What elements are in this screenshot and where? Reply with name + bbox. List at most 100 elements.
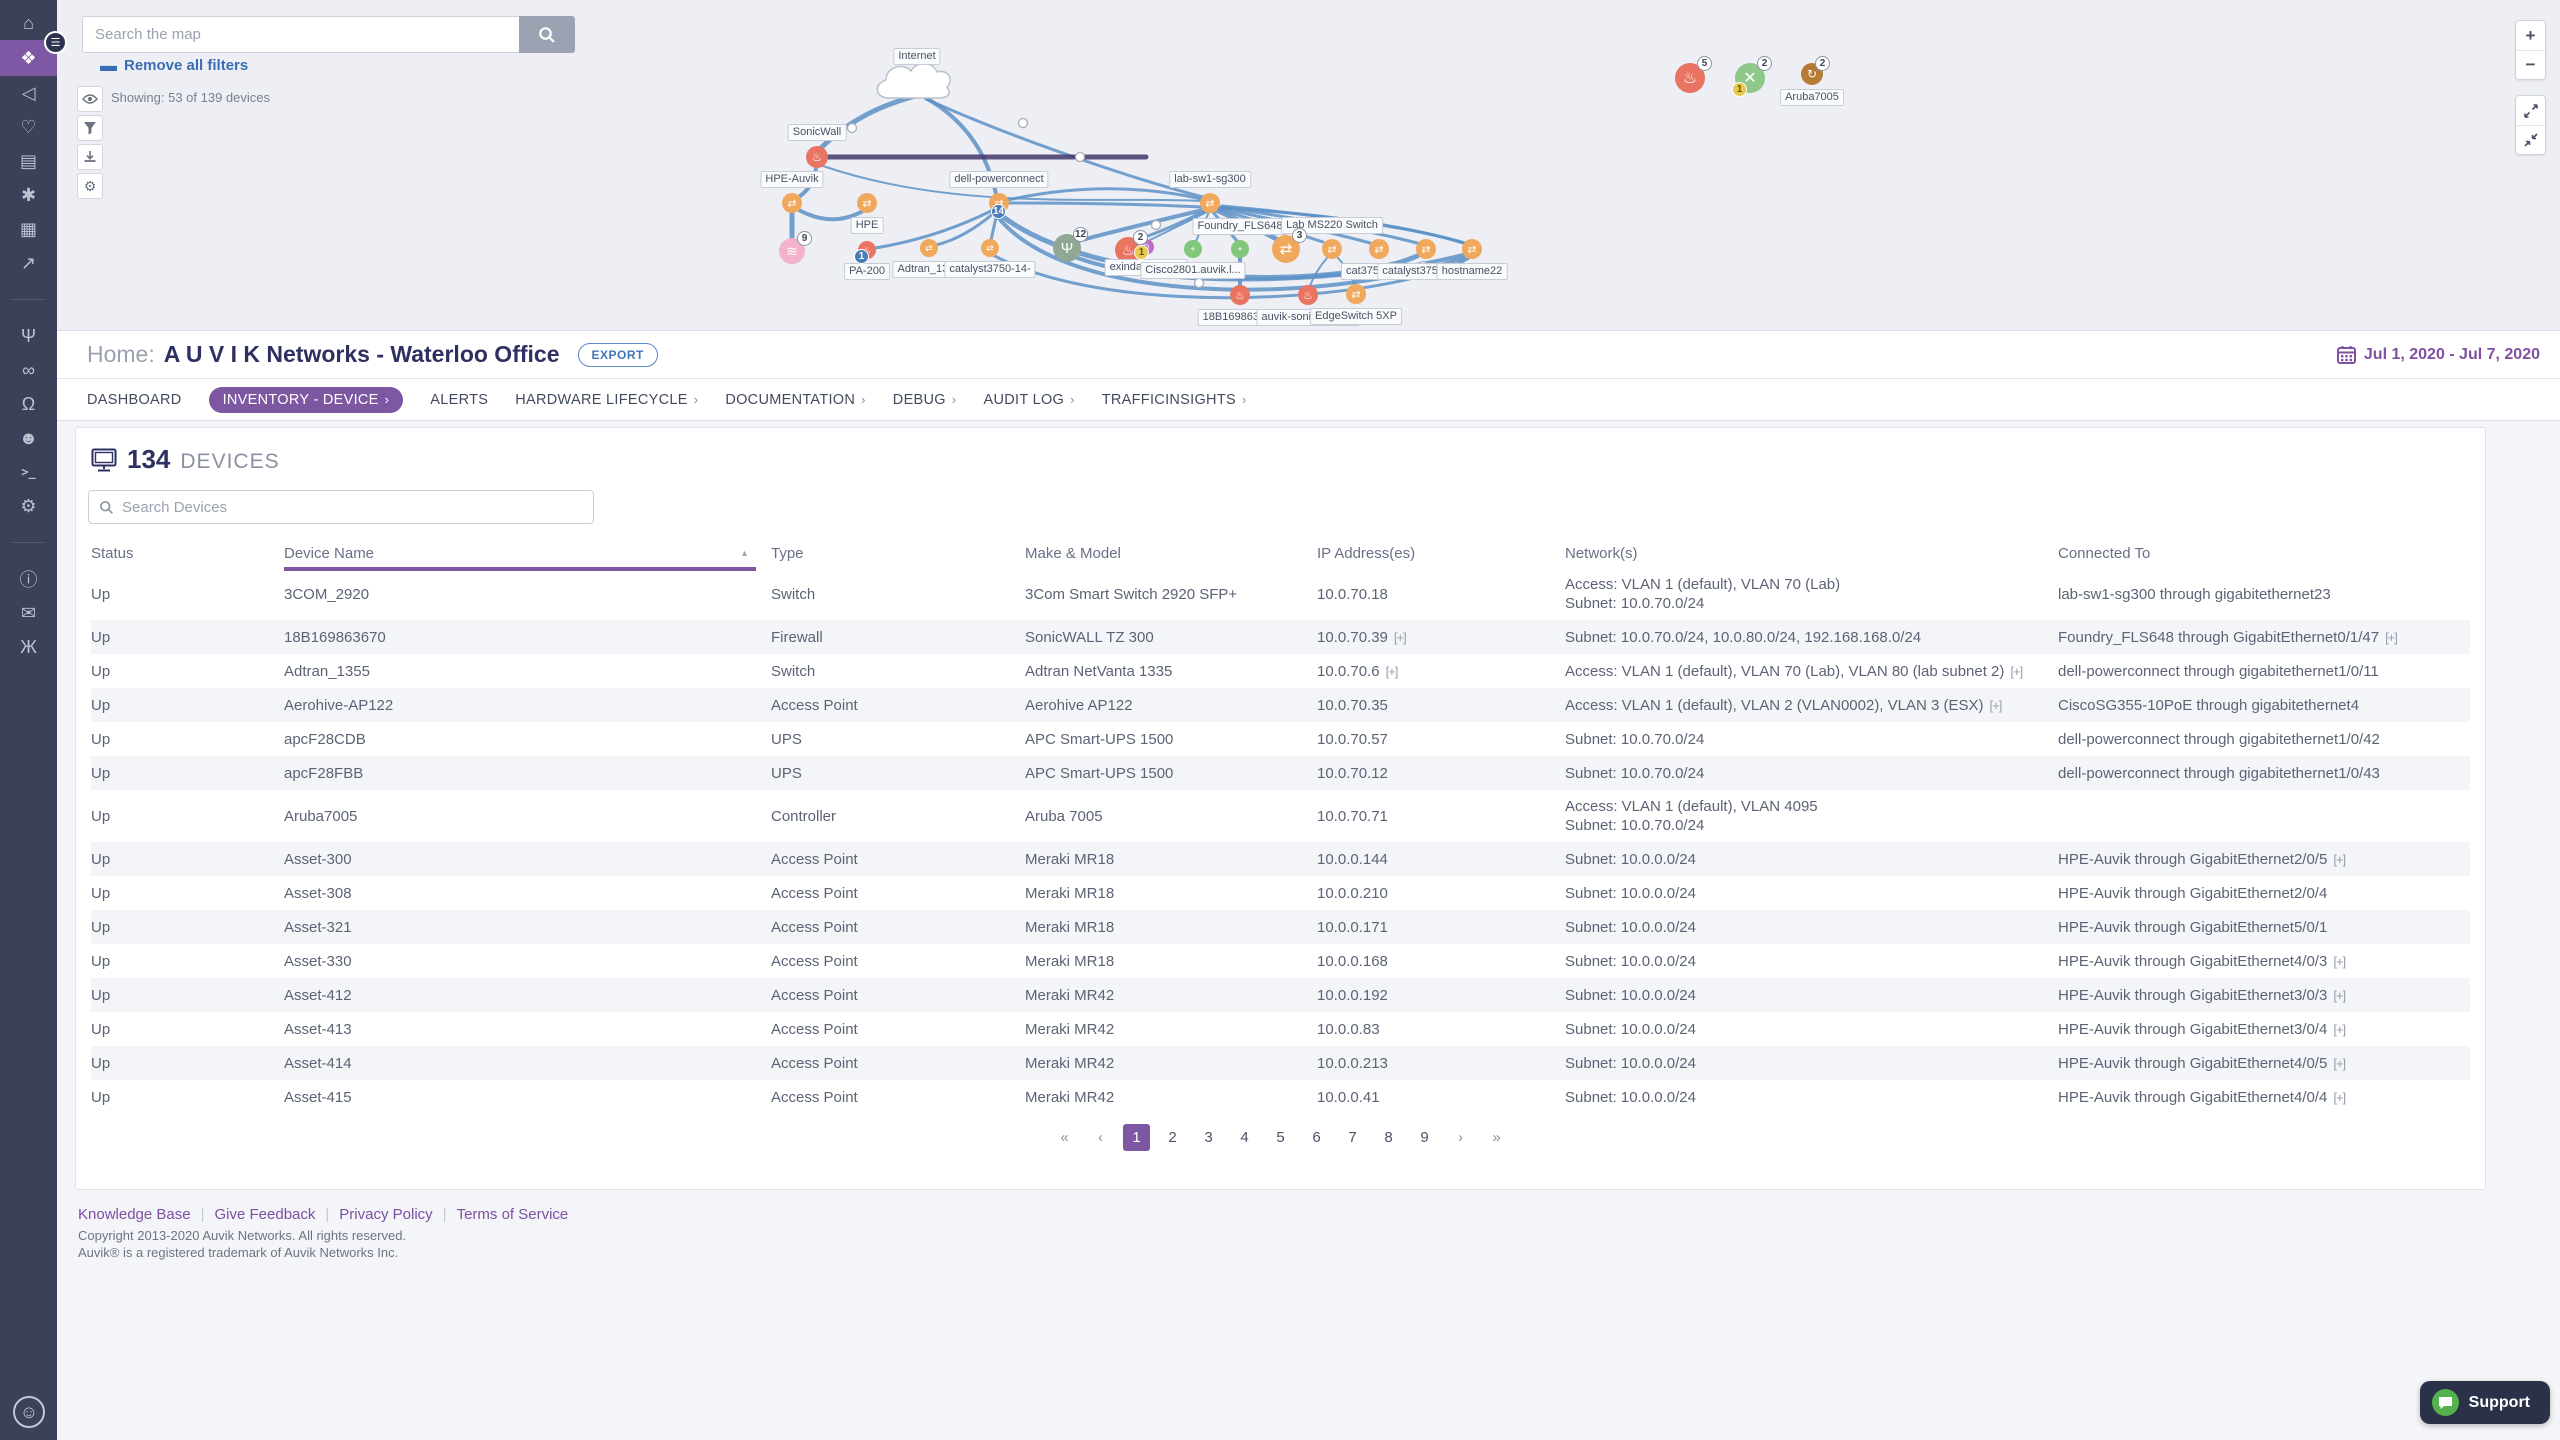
pagination-page-6[interactable]: 6 [1312,1129,1321,1146]
pagination-next[interactable]: › [1458,1129,1463,1146]
sidebar-item-integrations[interactable]: Ψ [0,319,57,353]
map-node-catalyst3750-13-3[interactable]: ⇄ [1416,239,1436,259]
expand-plus-icon[interactable]: [+] [1989,697,2003,713]
map-download-button[interactable] [77,144,103,170]
map-node-lab-sw1-sg300[interactable]: ⇄ [1200,193,1220,213]
map-visibility-eye-button[interactable] [77,86,103,112]
footer-link-give-feedback[interactable]: Give Feedback [214,1206,316,1223]
map-node-lab-ms220-switch[interactable]: ⇄ [1322,239,1342,259]
map-node-cisco2801[interactable]: + [1184,240,1202,258]
tab-debug[interactable]: DEBUG › [892,391,957,408]
date-range-picker[interactable]: Jul 1, 2020 - Jul 7, 2020 [2336,345,2540,364]
sidebar-item-links[interactable]: ∞ [0,353,57,387]
device-row-18B169863670[interactable]: Up 18B169863670 Firewall SonicWALL TZ 300 10… [91,620,2470,654]
sidebar-item-terminal[interactable]: >_ [0,455,57,489]
sidebar-item-alerts[interactable]: ◁ [0,76,57,110]
expand-plus-icon[interactable]: [+] [1385,663,1399,679]
pagination-page-5[interactable]: 5 [1276,1129,1285,1146]
device-row-Asset-308[interactable]: Up Asset-308 Access Point Meraki MR18 10.0.0… [91,876,2470,910]
device-search-input[interactable] [122,498,583,516]
device-row-apcF28CDB[interactable]: Up apcF28CDB UPS APC Smart-UPS 1500 10.0.70.… [91,722,2470,756]
map-node-adtran-1355[interactable]: ⇄ [920,239,938,257]
footer-link-knowledge-base[interactable]: Knowledge Base [78,1206,191,1223]
expand-plus-icon[interactable]: [+] [2333,1055,2346,1071]
map-filter-button[interactable] [77,115,103,141]
map-node-hostname22[interactable]: ⇄ [1462,239,1482,259]
column-header-ip-address-es-[interactable]: IP Address(es) [1317,544,1416,562]
zoom-out-button[interactable]: − [2516,50,2545,79]
expand-plus-icon[interactable]: [+] [2333,1089,2346,1105]
pagination-first[interactable]: « [1060,1129,1069,1146]
expand-map-button[interactable] [2516,96,2545,125]
sidebar-item-documentation[interactable]: ▦ [0,212,57,246]
pagination-page-1[interactable]: 1 [1123,1124,1150,1151]
device-row-Asset-321[interactable]: Up Asset-321 Access Point Meraki MR18 10.0.0… [91,910,2470,944]
expand-plus-icon[interactable]: [+] [2333,1021,2346,1037]
tab-documentation[interactable]: DOCUMENTATION › [725,391,866,408]
sidebar-item-network-health[interactable]: ♡ [0,110,57,144]
pagination-page-9[interactable]: 9 [1420,1129,1429,1146]
pagination-last[interactable]: » [1492,1129,1501,1146]
pagination-page-2[interactable]: 2 [1168,1129,1177,1146]
device-row-apcF28FBB[interactable]: Up apcF28FBB UPS APC Smart-UPS 1500 10.0.70.… [91,756,2470,790]
support-button[interactable]: Support [2419,1381,2550,1424]
map-node-catalyst3750-14[interactable]: ⇄ [981,239,999,257]
tab-audit-log[interactable]: AUDIT LOG › [983,391,1075,408]
pagination-page-7[interactable]: 7 [1348,1129,1357,1146]
sidebar-toggle-button[interactable]: ☰ [44,31,67,54]
map-node-hpe[interactable]: ⇄ [857,193,877,213]
user-avatar[interactable]: ☺ [13,1396,45,1428]
pagination-page-3[interactable]: 3 [1204,1129,1213,1146]
column-header-make-model[interactable]: Make & Model [1025,544,1121,562]
map-node-hpe-auvik[interactable]: ⇄ [782,193,802,213]
device-row-Aerohive-AP122[interactable]: Up Aerohive-AP122 Access Point Aerohive AP1… [91,688,2470,722]
sidebar-item-help-info[interactable]: ⓘ [0,562,57,596]
remove-all-filters-link[interactable]: ▬ Remove all filters [100,55,249,75]
export-button[interactable]: EXPORT [577,342,658,367]
map-search-button[interactable] [519,16,575,53]
expand-plus-icon[interactable]: [+] [2385,629,2398,645]
tab-trafficinsights[interactable]: TRAFFICINSIGHTS › [1101,391,1247,408]
expand-plus-icon[interactable]: [+] [2333,851,2346,867]
map-node-cat3750-15-x[interactable]: ⇄ [1369,239,1389,259]
column-header-network-s-[interactable]: Network(s) [1565,544,1638,562]
expand-plus-icon[interactable]: [+] [1393,629,1407,645]
map-search-input[interactable] [82,16,519,53]
sidebar-item-report-bug[interactable]: Ж [0,630,57,664]
tab-alerts[interactable]: ALERTS [430,391,489,408]
device-row-Adtran_1355[interactable]: Up Adtran_1355 Switch Adtran NetVanta 1335 1… [91,654,2470,688]
sidebar-item-home[interactable]: ⌂ [0,6,57,40]
sidebar-item-inventory[interactable]: ▤ [0,144,57,178]
tab-inventory-device[interactable]: INVENTORY - DEVICE › [208,386,404,413]
device-row-Asset-413[interactable]: Up Asset-413 Access Point Meraki MR42 10.0.0… [91,1012,2470,1046]
pagination-page-4[interactable]: 4 [1240,1129,1249,1146]
sidebar-item-settings[interactable]: ⚙ [0,489,57,523]
zoom-in-button[interactable]: + [2525,25,2536,45]
map-node-sonicwall[interactable]: ♨ [806,146,828,168]
expand-plus-icon[interactable]: [+] [2333,953,2346,969]
map-node-auvik-sonicwall-g[interactable]: ♨ [1298,285,1318,305]
sidebar-item-debug[interactable]: ✱ [0,178,57,212]
footer-link-terms-of-service[interactable]: Terms of Service [456,1206,569,1223]
expand-plus-icon[interactable]: [+] [2010,663,2023,679]
device-row-Asset-330[interactable]: Up Asset-330 Access Point Meraki MR18 10.0.0… [91,944,2470,978]
device-row-Asset-300[interactable]: Up Asset-300 Access Point Meraki MR18 10.0.0… [91,842,2470,876]
column-header-connected-to[interactable]: Connected To [2058,544,2151,562]
device-row-Asset-414[interactable]: Up Asset-414 Access Point Meraki MR42 10.0.0… [91,1046,2470,1080]
pagination-prev[interactable]: ‹ [1098,1129,1103,1146]
map-node-foundry-fls648[interactable]: + [1231,240,1249,258]
tab-dashboard[interactable]: DASHBOARD [87,391,182,408]
device-row-Aruba7005[interactable]: Up Aruba7005 Controller Aruba 7005 10.0.70.7… [91,790,2470,842]
map-node-edgeswitch-5xp[interactable]: ⇄ [1346,284,1366,304]
sidebar-item-users[interactable]: ☻ [0,421,57,455]
pagination-page-8[interactable]: 8 [1384,1129,1393,1146]
expand-plus-icon[interactable]: [+] [2333,987,2346,1003]
device-row-Asset-415[interactable]: Up Asset-415 Access Point Meraki MR42 10.0.0… [91,1080,2470,1114]
device-row-3COM_2920[interactable]: Up 3COM_2920 Switch 3Com Smart Switch 2920 … [91,568,2470,620]
map-settings-button[interactable]: ⚙ [77,173,103,199]
column-header-status[interactable]: Status [91,544,134,562]
collapse-map-button[interactable] [2516,125,2545,154]
tab-hardware-lifecycle[interactable]: HARDWARE LIFECYCLE › [515,391,699,408]
sidebar-item-feedback-chat[interactable]: ✉ [0,596,57,630]
map-node-18b169863670[interactable]: ♨ [1230,285,1250,305]
